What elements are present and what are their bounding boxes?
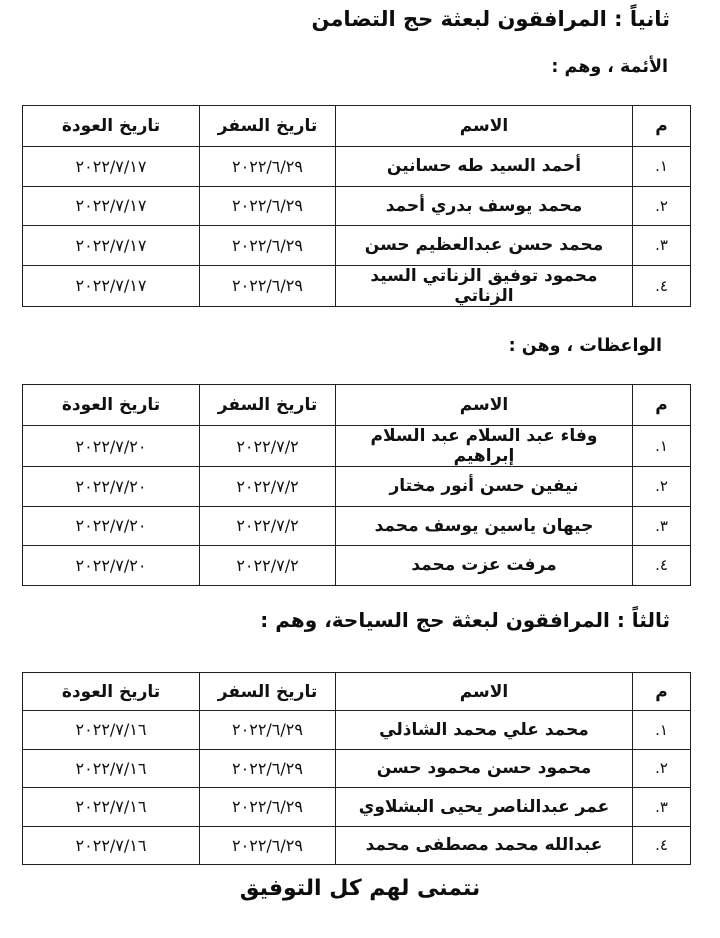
table-row: ٢. محمد يوسف بدري أحمد ٢٠٢٢/٦/٢٩ ٢٠٢٢/٧/… (22, 185, 691, 226)
col-header-name: الاسم (335, 384, 633, 426)
table-row: ٣. عمر عبدالناصر يحيى البشلاوي ٢٠٢٢/٦/٢٩… (22, 787, 691, 827)
row-number: ٣. (632, 787, 691, 827)
col-header-no: م (632, 105, 691, 147)
return-date: ٢٠٢٢/٧/١٧ (22, 264, 200, 307)
person-name: عبدالله محمد مصطفى محمد (335, 825, 633, 865)
col-header-return: تاريخ العودة (22, 384, 200, 426)
col-header-departure: تاريخ السفر (199, 105, 336, 147)
return-date: ٢٠٢٢/٧/٢٠ (22, 545, 200, 586)
return-date: ٢٠٢٢/٧/١٧ (22, 185, 200, 226)
col-header-return: تاريخ العودة (22, 672, 200, 711)
col-header-no: م (632, 672, 691, 711)
col-header-departure: تاريخ السفر (199, 672, 336, 711)
col-header-departure: تاريخ السفر (199, 384, 336, 426)
person-name: وفاء عبد السلام عبد السلام إبراهيم (335, 425, 633, 467)
row-number: ١. (632, 425, 691, 467)
return-date: ٢٠٢٢/٧/٢٠ (22, 425, 200, 467)
row-number: ٤. (632, 545, 691, 586)
return-date: ٢٠٢٢/٧/٢٠ (22, 505, 200, 546)
person-name: محمود حسن محمود حسن (335, 748, 633, 788)
departure-date: ٢٠٢٢/٧/٢ (199, 545, 336, 586)
departure-date: ٢٠٢٢/٦/٢٩ (199, 225, 336, 266)
return-date: ٢٠٢٢/٧/١٦ (22, 710, 200, 750)
tourism-table: م الاسم تاريخ السفر تاريخ العودة ١. محمد… (22, 672, 691, 865)
table-row: ٤. محمود توفيق الزناتي السيد الزناتي ٢٠٢… (22, 264, 691, 307)
table-header-row: م الاسم تاريخ السفر تاريخ العودة (22, 384, 691, 426)
row-number: ٤. (632, 264, 691, 307)
departure-date: ٢٠٢٢/٦/٢٩ (199, 825, 336, 865)
row-number: ١. (632, 146, 691, 187)
departure-date: ٢٠٢٢/٦/٢٩ (199, 264, 336, 307)
imams-heading: الأئمة ، وهم : (551, 57, 668, 77)
table-row: ٢. نيفين حسن أنور مختار ٢٠٢٢/٧/٢ ٢٠٢٢/٧/… (22, 466, 691, 507)
section-three-title: ثالثاً : المرافقون لبعثة حج السياحة، وهم… (260, 608, 670, 632)
table-row: ٤. عبدالله محمد مصطفى محمد ٢٠٢٢/٦/٢٩ ٢٠٢… (22, 825, 691, 865)
row-number: ٢. (632, 185, 691, 226)
imams-table: م الاسم تاريخ السفر تاريخ العودة ١. أحمد… (22, 105, 691, 307)
table-header-row: م الاسم تاريخ السفر تاريخ العودة (22, 105, 691, 147)
departure-date: ٢٠٢٢/٧/٢ (199, 505, 336, 546)
col-header-return: تاريخ العودة (22, 105, 200, 147)
row-number: ٢. (632, 748, 691, 788)
row-number: ٤. (632, 825, 691, 865)
departure-date: ٢٠٢٢/٦/٢٩ (199, 146, 336, 187)
col-header-name: الاسم (335, 672, 633, 711)
col-header-no: م (632, 384, 691, 426)
table-row: ١. وفاء عبد السلام عبد السلام إبراهيم ٢٠… (22, 425, 691, 467)
departure-date: ٢٠٢٢/٧/٢ (199, 425, 336, 467)
row-number: ٣. (632, 225, 691, 266)
table-row: ٤. مرفت عزت محمد ٢٠٢٢/٧/٢ ٢٠٢٢/٧/٢٠ (22, 545, 691, 586)
departure-date: ٢٠٢٢/٧/٢ (199, 466, 336, 507)
return-date: ٢٠٢٢/٧/١٦ (22, 748, 200, 788)
table-header-row: م الاسم تاريخ السفر تاريخ العودة (22, 672, 691, 711)
person-name: جيهان ياسين يوسف محمد (335, 505, 633, 546)
departure-date: ٢٠٢٢/٦/٢٩ (199, 748, 336, 788)
table-row: ١. أحمد السيد طه حسانين ٢٠٢٢/٦/٢٩ ٢٠٢٢/٧… (22, 146, 691, 187)
row-number: ٣. (632, 505, 691, 546)
col-header-name: الاسم (335, 105, 633, 147)
return-date: ٢٠٢٢/٧/١٦ (22, 787, 200, 827)
person-name: مرفت عزت محمد (335, 545, 633, 586)
departure-date: ٢٠٢٢/٦/٢٩ (199, 185, 336, 226)
table-row: ٢. محمود حسن محمود حسن ٢٠٢٢/٦/٢٩ ٢٠٢٢/٧/… (22, 748, 691, 788)
return-date: ٢٠٢٢/٧/١٧ (22, 146, 200, 187)
person-name: محمد يوسف بدري أحمد (335, 185, 633, 226)
person-name: محمد علي محمد الشاذلي (335, 710, 633, 750)
footer-wish-text: نتمنى لهم كل التوفيق (239, 876, 481, 901)
table-row: ٣. جيهان ياسين يوسف محمد ٢٠٢٢/٧/٢ ٢٠٢٢/٧… (22, 505, 691, 546)
return-date: ٢٠٢٢/٧/١٦ (22, 825, 200, 865)
table-row: ٣. محمد حسن عبدالعظيم حسن ٢٠٢٢/٦/٢٩ ٢٠٢٢… (22, 225, 691, 266)
table-row: ١. محمد علي محمد الشاذلي ٢٠٢٢/٦/٢٩ ٢٠٢٢/… (22, 710, 691, 750)
departure-date: ٢٠٢٢/٦/٢٩ (199, 787, 336, 827)
person-name: نيفين حسن أنور مختار (335, 466, 633, 507)
return-date: ٢٠٢٢/٧/٢٠ (22, 466, 200, 507)
person-name: محمود توفيق الزناتي السيد الزناتي (335, 264, 633, 307)
section-two-title: ثانياً : المرافقون لبعثة حج التضامن (311, 7, 670, 31)
preachers-table: م الاسم تاريخ السفر تاريخ العودة ١. وفاء… (22, 384, 691, 586)
person-name: عمر عبدالناصر يحيى البشلاوي (335, 787, 633, 827)
departure-date: ٢٠٢٢/٦/٢٩ (199, 710, 336, 750)
preachers-heading: الواعظات ، وهن : (508, 336, 662, 356)
row-number: ٢. (632, 466, 691, 507)
person-name: محمد حسن عبدالعظيم حسن (335, 225, 633, 266)
person-name: أحمد السيد طه حسانين (335, 146, 633, 187)
return-date: ٢٠٢٢/٧/١٧ (22, 225, 200, 266)
row-number: ١. (632, 710, 691, 750)
